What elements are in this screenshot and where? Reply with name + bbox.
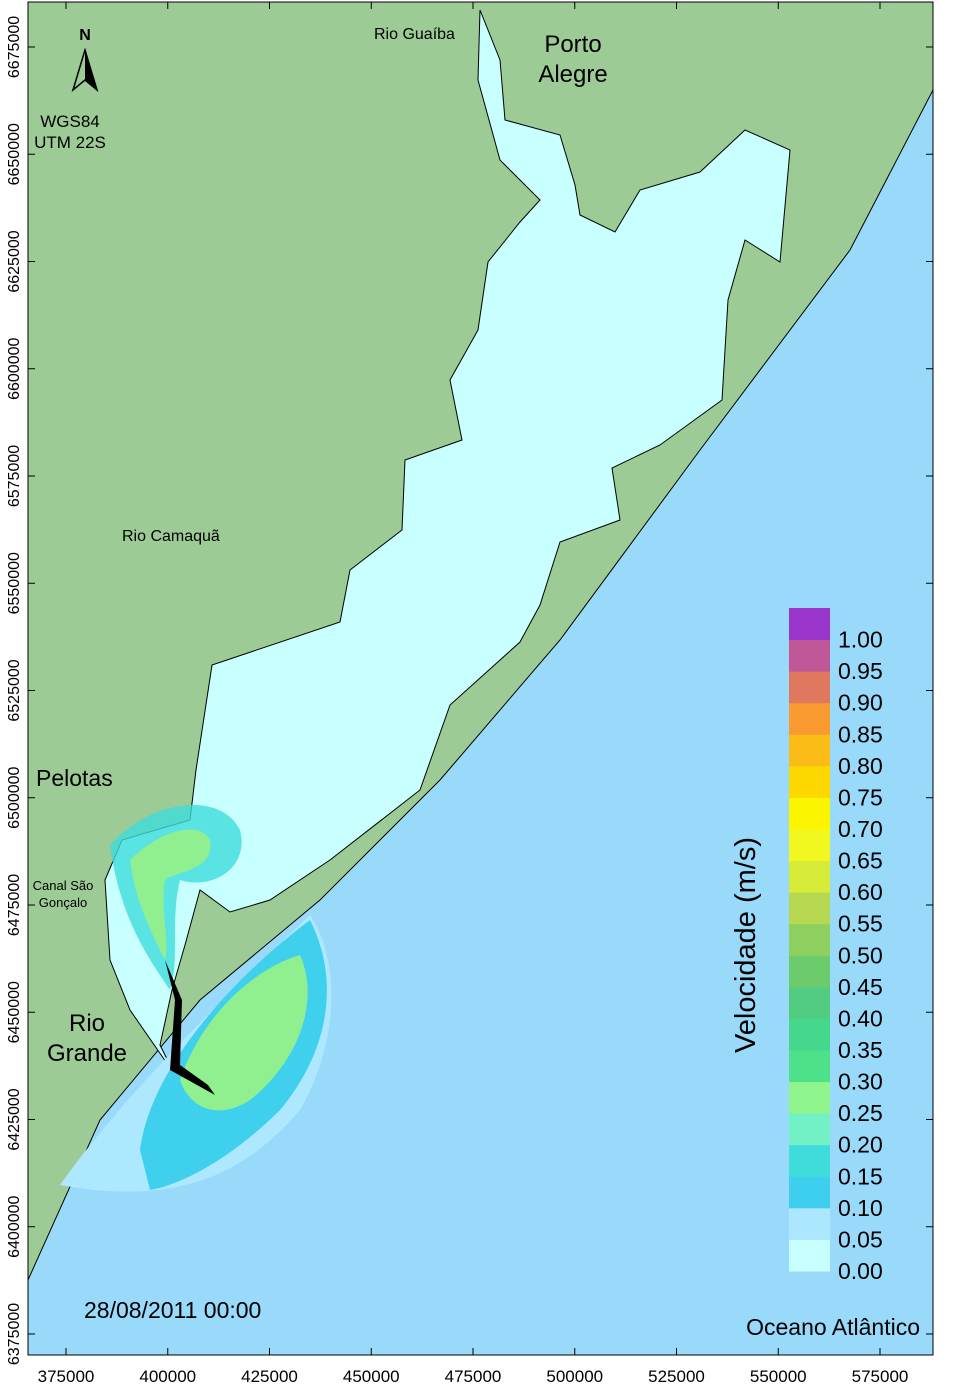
- colorbar-label: 0.55: [838, 911, 883, 937]
- colorbar-box: [789, 1050, 830, 1083]
- place-label: Rio: [69, 1010, 105, 1037]
- place-label: Rio Guaíba: [374, 26, 455, 43]
- y-tick-label: 6475000: [6, 874, 23, 936]
- colorbar-label: 1.00: [838, 627, 883, 653]
- estuary-core: [130, 829, 211, 960]
- y-tick-label: 6400000: [6, 1195, 23, 1257]
- colorbar-label: 0.60: [838, 879, 883, 905]
- y-tick-label: 6375000: [6, 1303, 23, 1365]
- x-tick-label: 500000: [546, 1367, 603, 1386]
- colorbar-box: [789, 765, 830, 798]
- colorbar-label: 0.10: [838, 1195, 883, 1221]
- x-tick-label: 450000: [343, 1367, 400, 1386]
- coastal-plume-max: [180, 955, 308, 1111]
- colorbar-box: [789, 923, 830, 956]
- y-tick-label: 6675000: [6, 16, 23, 78]
- colorbar-label: 0.05: [838, 1226, 883, 1252]
- colorbar-label: 0.65: [838, 848, 883, 874]
- colorbar-box: [789, 1144, 830, 1177]
- y-tick-label: 6650000: [6, 123, 23, 185]
- colorbar-label: 0.25: [838, 1100, 883, 1126]
- y-tick-label: 6500000: [6, 766, 23, 828]
- colorbar-box: [789, 702, 830, 735]
- datum-label: WGS84: [40, 112, 100, 131]
- north-label: N: [79, 27, 91, 44]
- y-tick-label: 6525000: [6, 659, 23, 721]
- colorbar-box: [789, 1081, 830, 1114]
- lagoon: [104, 9, 791, 1076]
- colorbar-label: 0.50: [838, 942, 883, 968]
- colorbar-box: [789, 1113, 830, 1146]
- colorbar-label: 0.00: [838, 1258, 883, 1284]
- colorbar-box: [789, 1018, 830, 1051]
- colorbar-box: [789, 1176, 830, 1209]
- x-tick-label: 375000: [38, 1367, 95, 1386]
- north-arrow-fill: [85, 50, 97, 90]
- colorbar-box: [789, 639, 830, 672]
- place-label: Alegre: [538, 61, 607, 88]
- x-tick-label: 575000: [852, 1367, 909, 1386]
- x-tick-label: 400000: [139, 1367, 196, 1386]
- colorbar-box: [789, 860, 830, 893]
- x-tick-label: 425000: [241, 1367, 298, 1386]
- colorbar-box: [789, 955, 830, 988]
- x-tick-label: 550000: [750, 1367, 807, 1386]
- colorbar-box: [789, 608, 830, 641]
- date-label: 28/08/2011 00:00: [84, 1297, 261, 1323]
- colorbar-box: [789, 797, 830, 830]
- y-tick-label: 6575000: [6, 445, 23, 507]
- colorbar-box: [789, 734, 830, 767]
- x-tick-label: 475000: [445, 1367, 502, 1386]
- colorbar-box: [789, 829, 830, 862]
- place-label: Canal São: [33, 878, 94, 893]
- colorbar-box: [789, 892, 830, 925]
- colorbar-label: 0.40: [838, 1005, 883, 1031]
- place-label: Grande: [47, 1040, 127, 1067]
- place-label: Rio Camaquã: [122, 528, 220, 545]
- map-frame: [27, 1, 934, 1356]
- colorbar-label: 0.35: [838, 1037, 883, 1063]
- y-tick-label: 6450000: [6, 981, 23, 1043]
- place-label: Gonçalo: [39, 895, 87, 910]
- colorbar-box: [789, 1239, 830, 1272]
- place-label: Pelotas: [36, 765, 113, 791]
- place-label: Oceano Atlântico: [746, 1314, 920, 1340]
- colorbar-label: 0.30: [838, 1069, 883, 1095]
- y-tick-label: 6600000: [6, 338, 23, 400]
- colorbar-box: [789, 986, 830, 1019]
- jetty-arrows: [165, 960, 215, 1095]
- colorbar-label: 0.95: [838, 658, 883, 684]
- colorbar-label: 0.45: [838, 974, 883, 1000]
- colorbar-label: 0.80: [838, 753, 883, 779]
- colorbar-label: 0.20: [838, 1132, 883, 1158]
- y-tick-label: 6550000: [6, 552, 23, 614]
- colorbar-label: 0.70: [838, 816, 883, 842]
- colorbar-label: 0.75: [838, 784, 883, 810]
- colorbar-title: Velocidade (m/s): [730, 837, 762, 1053]
- colorbar-box: [789, 671, 830, 704]
- datum-label: UTM 22S: [34, 133, 106, 152]
- x-tick-label: 525000: [648, 1367, 705, 1386]
- colorbar-label: 0.15: [838, 1163, 883, 1189]
- place-label: Porto: [544, 31, 601, 58]
- y-tick-label: 6625000: [6, 230, 23, 292]
- colorbar-label: 0.90: [838, 690, 883, 716]
- y-tick-label: 6425000: [6, 1088, 23, 1150]
- colorbar-box: [789, 1207, 830, 1240]
- colorbar-label: 0.85: [838, 721, 883, 747]
